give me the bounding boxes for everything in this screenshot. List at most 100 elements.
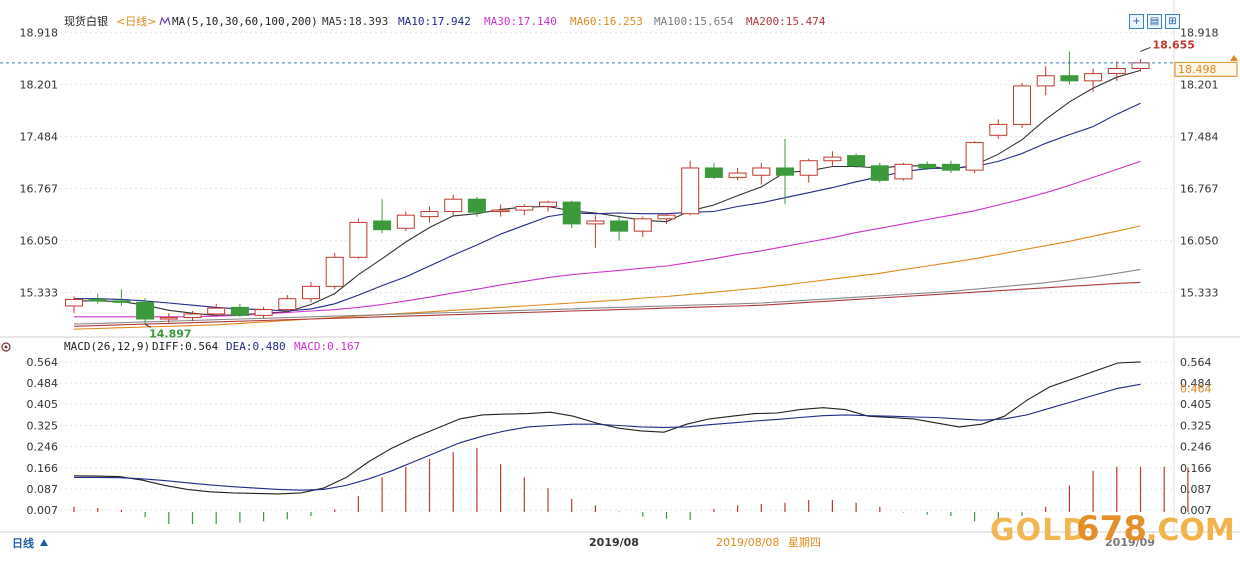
- candle: [467, 197, 486, 217]
- macd-settings-icon[interactable]: [1, 342, 11, 352]
- candle: [847, 153, 866, 168]
- candle-body: [728, 172, 747, 178]
- candle-body: [918, 163, 937, 169]
- macd-tick-left-1: 0.484: [27, 377, 59, 390]
- candle: [1084, 68, 1103, 92]
- candle: [491, 204, 510, 217]
- ma-value-2: MA30:17.140: [484, 15, 557, 28]
- candle: [1131, 59, 1150, 72]
- bar-chart-icon[interactable]: ▤: [1147, 14, 1162, 29]
- macd-line-diff: [73, 361, 1141, 495]
- price-tick-right-1: 18.201: [1180, 78, 1219, 91]
- price-tick-right-3: 16.767: [1180, 183, 1219, 196]
- gold678-watermark: GOLD 678 .COM: [990, 509, 1235, 549]
- macd-tick-right-2: 0.405: [1180, 398, 1212, 411]
- macd-tick-right-4: 0.246: [1180, 441, 1212, 454]
- candle: [396, 211, 415, 232]
- last-price-label: 18.498: [1178, 63, 1217, 76]
- candle: [1060, 51, 1079, 85]
- candle: [1107, 61, 1126, 81]
- ma-values: MA5:18.393 MA10:17.942 MA30:17.140 MA60:16.…: [322, 15, 826, 28]
- period-dropdown-icon[interactable]: [40, 539, 48, 546]
- candle: [65, 296, 83, 314]
- candle: [183, 311, 202, 322]
- ma-line-ma5: [74, 69, 1141, 316]
- candle: [728, 167, 747, 181]
- date-label-sep: 2019/09: [1105, 536, 1155, 549]
- expand-icon[interactable]: ⊞: [1165, 14, 1180, 29]
- macd-histogram-value: MACD:0.167: [294, 340, 360, 353]
- price-tick-left-3: 16.767: [20, 183, 59, 196]
- price-tick-right-0: 18.918: [1180, 26, 1219, 39]
- moving-average-lines: [73, 69, 1141, 330]
- ma-indicator-icon[interactable]: [159, 16, 171, 26]
- candle: [302, 281, 320, 303]
- plus-icon[interactable]: +: [1129, 14, 1144, 29]
- candle-body: [420, 211, 439, 218]
- macd-grid: [60, 361, 1174, 511]
- ma-line-ma10: [74, 102, 1141, 312]
- candle-body: [657, 214, 676, 220]
- candle: [1036, 66, 1055, 96]
- macd-tick-left-7: 0.007: [27, 504, 59, 517]
- candle: [989, 119, 1008, 139]
- candle-body: [136, 301, 155, 320]
- candle-body: [894, 163, 913, 180]
- candle-body: [799, 160, 818, 176]
- candle-body: [562, 201, 581, 225]
- candle: [207, 303, 226, 317]
- candle-body: [1060, 75, 1079, 82]
- candle-body: [88, 298, 107, 302]
- candle-body: [278, 298, 297, 311]
- candle-body: [989, 123, 1008, 136]
- svg-text:.COM: .COM: [1146, 513, 1235, 548]
- annotations: 18.498 18.655 14.897: [0, 38, 1238, 340]
- candle: [88, 293, 107, 304]
- candle-body: [847, 155, 866, 167]
- min-pointer: [144, 323, 152, 328]
- candlesticks[interactable]: [65, 51, 1150, 325]
- candle-body: [1084, 73, 1103, 82]
- candle: [918, 161, 937, 171]
- max-price-label: 18.655: [1153, 38, 1195, 51]
- macd-diff-value: DIFF:0.564: [152, 340, 219, 353]
- candle-body: [870, 165, 889, 181]
- candle-body: [1107, 67, 1126, 75]
- candle: [1013, 83, 1031, 129]
- period-tab[interactable]: 日线: [12, 536, 34, 550]
- candle: [230, 303, 249, 317]
- period-label[interactable]: <日线>: [116, 14, 156, 28]
- price-axis: 18.918 18.918 18.201 18.201 17.484 17.484 16.7…: [20, 26, 1219, 299]
- candle-body: [1036, 75, 1055, 87]
- candle-body: [65, 298, 83, 307]
- candle: [610, 216, 629, 241]
- price-tick-left-0: 18.918: [20, 26, 59, 39]
- ma-value-5: MA200:15.474: [746, 15, 826, 28]
- candle: [752, 162, 771, 185]
- candle: [681, 160, 700, 216]
- macd-tick-left-0: 0.564: [27, 356, 59, 369]
- ma-value-0: MA5:18.393: [322, 15, 388, 28]
- candle-body: [230, 306, 249, 316]
- candle: [325, 252, 344, 290]
- ma-value-4: MA100:15.654: [654, 15, 734, 28]
- candle-body: [610, 220, 629, 232]
- cursor-date: 2019/08/08: [716, 536, 779, 549]
- candle: [633, 216, 652, 237]
- candle-body: [349, 221, 368, 258]
- candle: [941, 160, 960, 174]
- macd-histogram: [73, 448, 1189, 525]
- price-tick-left-5: 15.333: [20, 287, 59, 300]
- candle-body: [586, 220, 605, 225]
- candle: [444, 194, 463, 216]
- candle-body: [965, 142, 984, 171]
- candle: [799, 158, 818, 183]
- candle-body: [941, 163, 960, 171]
- macd-tick-left-4: 0.246: [27, 441, 59, 454]
- price-grid: [60, 31, 1174, 294]
- macd-tick-left-5: 0.166: [27, 462, 59, 475]
- candle: [136, 297, 155, 325]
- candle-body: [467, 198, 486, 213]
- symbol-name: 现货白银: [64, 14, 108, 28]
